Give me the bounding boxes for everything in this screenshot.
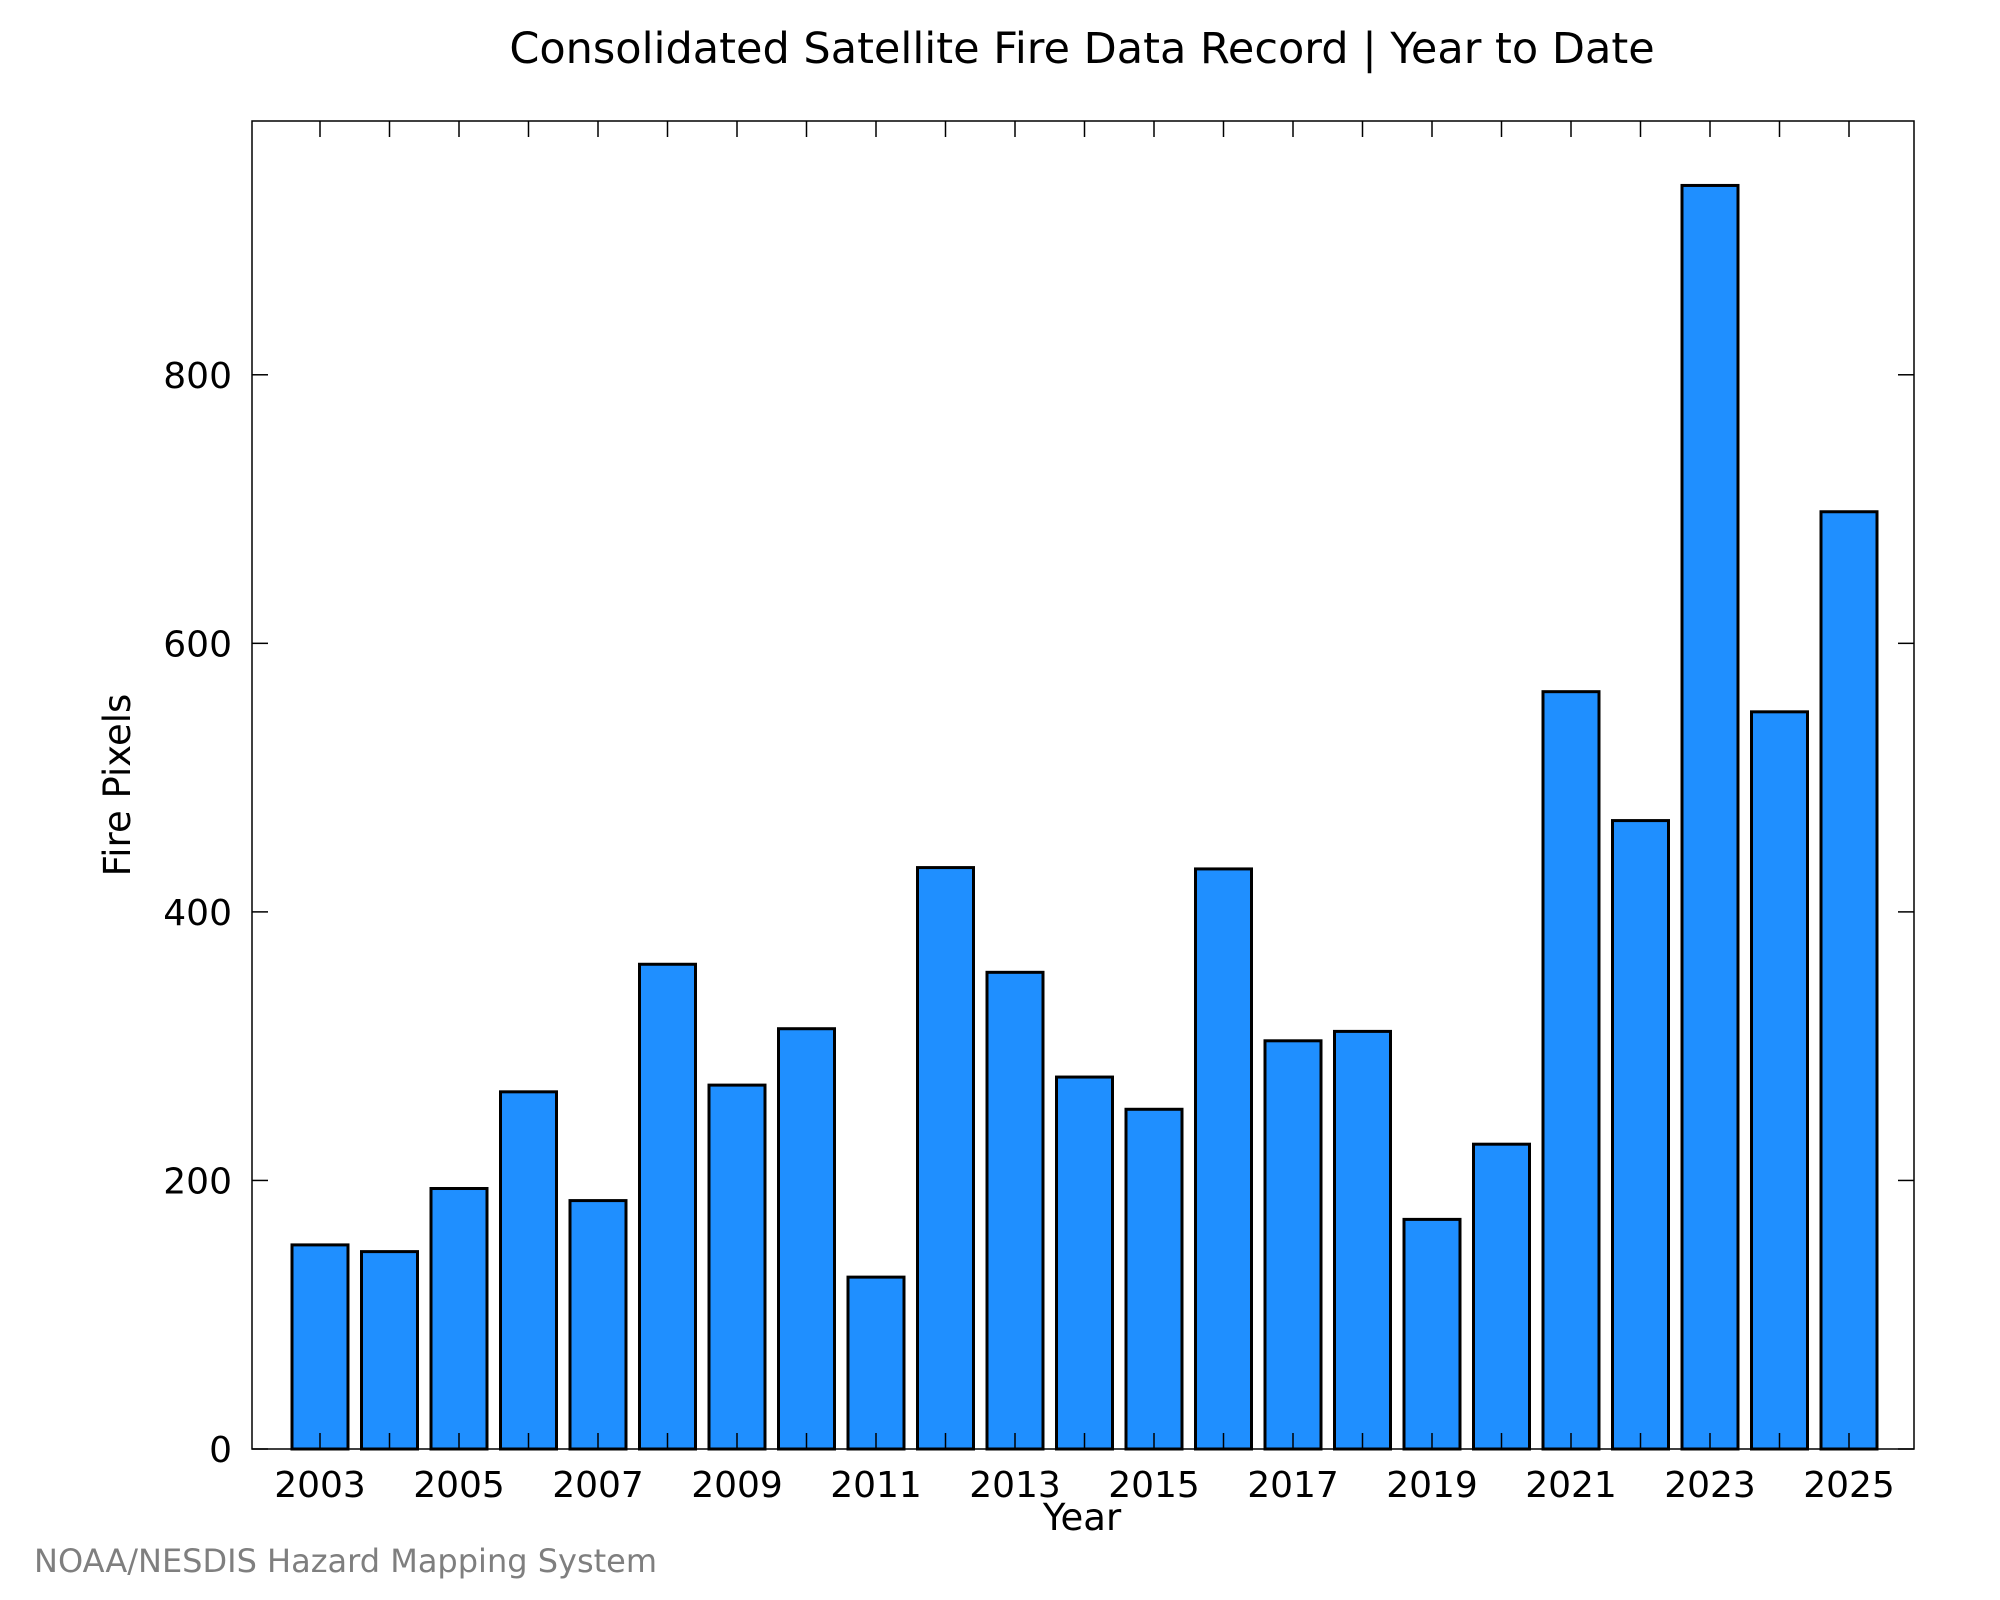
bar-2024 bbox=[1750, 710, 1809, 1451]
x-tick-label-2007: 2007 bbox=[552, 1465, 644, 1506]
x-tick-label-2025: 2025 bbox=[1803, 1465, 1895, 1506]
bar-2014 bbox=[1055, 1075, 1114, 1451]
x-tick-label-2015: 2015 bbox=[1108, 1465, 1200, 1506]
credit-text: NOAA/NESDIS Hazard Mapping System bbox=[34, 1542, 657, 1580]
bar-2013 bbox=[985, 970, 1045, 1451]
bar-2023 bbox=[1680, 183, 1740, 1451]
bar-2011 bbox=[846, 1275, 906, 1451]
bar-2017 bbox=[1263, 1039, 1323, 1451]
bar-2022 bbox=[1611, 819, 1670, 1451]
bar-2004 bbox=[360, 1250, 419, 1451]
x-tick-label-2019: 2019 bbox=[1386, 1465, 1478, 1506]
y-tick-label-600: 600 bbox=[163, 624, 232, 665]
x-tick-label-2005: 2005 bbox=[413, 1465, 505, 1506]
bar-2020 bbox=[1472, 1142, 1531, 1451]
x-tick-label-2021: 2021 bbox=[1525, 1465, 1617, 1506]
plot-frame bbox=[251, 120, 1915, 1450]
bar-2010 bbox=[777, 1027, 836, 1451]
x-tick-labels: 2003 2005 2007 2009 2011 2013 2015 2017 2019 2021… bbox=[274, 1465, 1895, 1506]
bar-2005 bbox=[429, 1187, 489, 1451]
bar-2007 bbox=[568, 1199, 628, 1451]
y-tick-label-200: 200 bbox=[163, 1161, 232, 1202]
x-axis-label: Year bbox=[1042, 1496, 1122, 1539]
bars bbox=[290, 183, 1879, 1451]
x-tick-label-2009: 2009 bbox=[691, 1465, 783, 1506]
bar-2006 bbox=[499, 1090, 558, 1451]
bar-2003 bbox=[290, 1243, 350, 1451]
bar-2025 bbox=[1819, 510, 1879, 1451]
bar-2018 bbox=[1333, 1029, 1392, 1451]
bar-2019 bbox=[1402, 1217, 1462, 1451]
y-axis-label: Fire Pixels bbox=[96, 694, 139, 877]
y-tick-label-0: 0 bbox=[209, 1430, 232, 1471]
bar-2012 bbox=[916, 866, 975, 1451]
bar-2021 bbox=[1541, 690, 1601, 1451]
y-tick-label-400: 400 bbox=[163, 893, 232, 934]
chart-title: Consolidated Satellite Fire Data Record … bbox=[509, 24, 1654, 74]
y-tick-label-800: 800 bbox=[163, 356, 232, 397]
y-tick-labels: 0 200 400 600 800 bbox=[163, 356, 232, 1471]
bar-2009 bbox=[707, 1083, 767, 1451]
x-tick-label-2017: 2017 bbox=[1247, 1465, 1339, 1506]
x-tick-label-2013: 2013 bbox=[969, 1465, 1061, 1506]
bar-2008 bbox=[638, 962, 697, 1451]
x-tick-label-2011: 2011 bbox=[830, 1465, 922, 1506]
x-tick-label-2003: 2003 bbox=[274, 1465, 366, 1506]
bar-2016 bbox=[1194, 867, 1253, 1451]
bar-2015 bbox=[1124, 1107, 1184, 1451]
x-tick-label-2023: 2023 bbox=[1664, 1465, 1756, 1506]
